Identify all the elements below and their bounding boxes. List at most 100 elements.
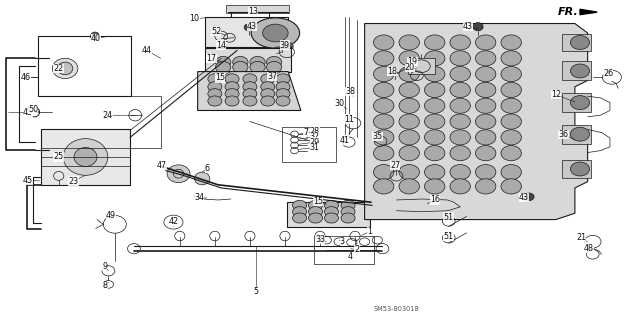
Ellipse shape: [424, 114, 445, 129]
Polygon shape: [198, 71, 301, 110]
Ellipse shape: [501, 145, 522, 161]
Ellipse shape: [341, 207, 355, 217]
Text: 13: 13: [248, 7, 258, 16]
Text: 46: 46: [20, 73, 31, 82]
Ellipse shape: [450, 165, 470, 180]
Ellipse shape: [424, 98, 445, 113]
Ellipse shape: [374, 130, 394, 145]
Text: 44: 44: [141, 46, 152, 55]
Ellipse shape: [399, 130, 419, 145]
Bar: [562, 125, 591, 144]
Ellipse shape: [501, 130, 522, 145]
Ellipse shape: [216, 56, 231, 68]
Ellipse shape: [374, 165, 394, 180]
Ellipse shape: [324, 213, 339, 223]
Ellipse shape: [266, 62, 282, 73]
Ellipse shape: [501, 98, 522, 113]
Text: 51: 51: [444, 212, 454, 222]
Ellipse shape: [424, 35, 445, 50]
Text: 36: 36: [559, 130, 568, 139]
Ellipse shape: [208, 82, 222, 92]
Text: 43: 43: [519, 193, 529, 202]
Text: 52: 52: [211, 27, 221, 36]
Text: 18: 18: [387, 67, 397, 76]
Ellipse shape: [501, 51, 522, 66]
Ellipse shape: [216, 62, 231, 73]
Text: 15: 15: [313, 197, 323, 206]
Text: 27: 27: [390, 161, 400, 170]
Text: 17: 17: [207, 54, 217, 63]
Ellipse shape: [374, 35, 394, 50]
Ellipse shape: [450, 114, 470, 129]
Ellipse shape: [501, 114, 522, 129]
Ellipse shape: [324, 200, 339, 211]
Ellipse shape: [308, 213, 323, 223]
Ellipse shape: [260, 96, 275, 106]
Text: 31: 31: [310, 143, 320, 152]
Text: 41: 41: [339, 136, 349, 145]
Ellipse shape: [276, 82, 290, 92]
Ellipse shape: [450, 82, 470, 98]
Ellipse shape: [399, 145, 419, 161]
Text: 37: 37: [267, 72, 277, 81]
Ellipse shape: [450, 179, 470, 194]
Text: 21: 21: [576, 234, 586, 242]
Ellipse shape: [292, 207, 307, 217]
Ellipse shape: [570, 64, 589, 78]
Ellipse shape: [399, 35, 419, 50]
Text: 4: 4: [348, 252, 353, 261]
Ellipse shape: [450, 67, 470, 82]
Ellipse shape: [244, 24, 253, 31]
Ellipse shape: [424, 130, 445, 145]
Text: 33: 33: [315, 235, 325, 244]
Ellipse shape: [424, 82, 445, 98]
Ellipse shape: [308, 207, 323, 217]
Ellipse shape: [225, 74, 239, 84]
Text: SM53-803018: SM53-803018: [374, 306, 419, 312]
Ellipse shape: [74, 147, 97, 167]
Ellipse shape: [374, 51, 394, 66]
Ellipse shape: [260, 74, 275, 84]
Ellipse shape: [283, 42, 293, 50]
Ellipse shape: [399, 114, 419, 129]
Ellipse shape: [243, 74, 257, 84]
Ellipse shape: [450, 35, 470, 50]
Ellipse shape: [167, 165, 190, 182]
Ellipse shape: [473, 23, 483, 31]
Ellipse shape: [450, 51, 470, 66]
Ellipse shape: [225, 96, 239, 106]
Text: 14: 14: [216, 41, 226, 49]
Ellipse shape: [308, 200, 323, 211]
Ellipse shape: [399, 179, 419, 194]
Ellipse shape: [225, 89, 239, 99]
Text: 5: 5: [253, 287, 259, 296]
Text: 2: 2: [355, 245, 360, 254]
Text: 39: 39: [280, 41, 290, 49]
Bar: [287, 202, 370, 227]
Ellipse shape: [208, 96, 222, 106]
Ellipse shape: [374, 114, 394, 129]
Text: 49: 49: [106, 211, 116, 220]
Ellipse shape: [195, 172, 210, 185]
Ellipse shape: [276, 96, 290, 106]
Text: 7: 7: [303, 128, 308, 137]
Ellipse shape: [276, 89, 290, 99]
Text: 51: 51: [444, 232, 454, 241]
Bar: [562, 34, 591, 51]
Ellipse shape: [208, 74, 222, 84]
Ellipse shape: [450, 98, 470, 113]
Bar: [562, 62, 591, 80]
Ellipse shape: [424, 145, 445, 161]
Text: 43: 43: [247, 22, 257, 31]
Text: 16: 16: [429, 196, 440, 204]
Ellipse shape: [501, 165, 522, 180]
Text: 10: 10: [189, 14, 200, 23]
Bar: [562, 160, 591, 178]
Ellipse shape: [374, 179, 394, 194]
Ellipse shape: [399, 165, 419, 180]
Text: 22: 22: [54, 64, 64, 73]
Ellipse shape: [260, 89, 275, 99]
Ellipse shape: [63, 139, 108, 175]
Ellipse shape: [52, 58, 78, 78]
Text: 9: 9: [102, 262, 107, 271]
